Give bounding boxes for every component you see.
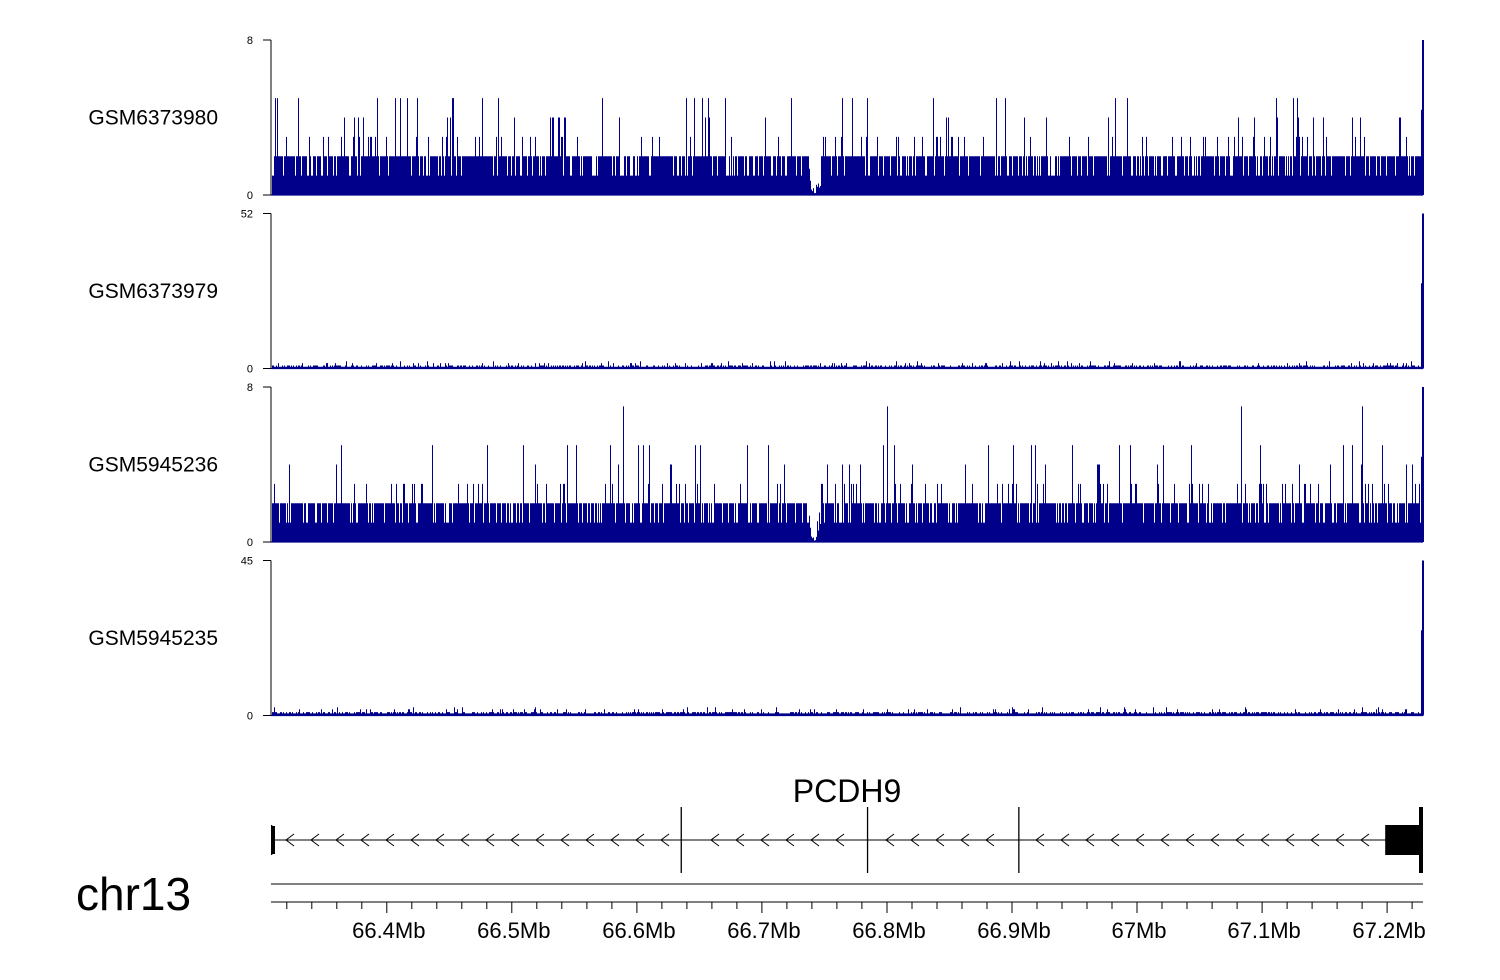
gene-exon: [680, 807, 682, 873]
y-axis-min-label: 0: [247, 711, 253, 723]
genomic-coordinate-axis: 66.4Mb 66.5Mb 66.6Mb 66.7Mb 66.8Mb 66.9Mb 67Mb…: [271, 883, 1426, 943]
track-GSM6373980: GSM6373980 8 0: [88, 35, 1424, 202]
track-GSM6373979: GSM6373979 52 0: [88, 209, 1424, 376]
y-axis-max-label: 45: [241, 556, 253, 568]
track-label: GSM6373979: [88, 280, 218, 303]
signal-coverage-bars: [272, 213, 1424, 369]
x-axis-tick-label: 66.8Mb: [852, 918, 925, 943]
x-axis-tick-label: 67Mb: [1111, 918, 1166, 943]
gene-exon: [1385, 825, 1421, 855]
track-label: GSM5945235: [88, 627, 218, 650]
x-axis-tick-label: 66.9Mb: [977, 918, 1050, 943]
signal-coverage-bars: [272, 560, 1424, 716]
x-axis-tick-label: 66.5Mb: [477, 918, 550, 943]
x-axis-tick-label: 67.1Mb: [1227, 918, 1300, 943]
gene-name-label: PCDH9: [793, 773, 901, 809]
y-axis-min-label: 0: [247, 190, 253, 202]
y-axis-max-label: 52: [241, 209, 253, 221]
strand-direction-arrows: [285, 833, 1370, 847]
y-axis-max-label: 8: [247, 382, 253, 394]
y-axis-min-label: 0: [247, 537, 253, 549]
x-axis-tick-label: 66.7Mb: [727, 918, 800, 943]
gene-exon: [866, 807, 869, 873]
gene-annotation-track: PCDH9: [271, 773, 1423, 873]
chromosome-label: chr13: [76, 868, 191, 920]
signal-coverage-bars: [272, 387, 1424, 542]
y-axis-max-label: 8: [247, 35, 253, 47]
signal-tracks: GSM637398080GSM6373979520GSM594523680GSM…: [88, 35, 1424, 723]
track-label: GSM5945236: [88, 454, 218, 477]
track-GSM5945235: GSM5945235 45 0: [88, 556, 1424, 723]
gene-exon: [1419, 807, 1423, 873]
signal-coverage-bars: [272, 40, 1424, 195]
y-axis-min-label: 0: [247, 364, 253, 376]
track-GSM5945236: GSM5945236 8 0: [88, 382, 1424, 549]
x-axis-tick-label: 66.4Mb: [352, 918, 425, 943]
x-axis-tick-label: 66.6Mb: [602, 918, 675, 943]
track-label: GSM6373980: [88, 107, 218, 130]
gene-exon: [271, 826, 275, 854]
x-axis-tick-label: 67.2Mb: [1352, 918, 1425, 943]
gene-exon: [1018, 807, 1020, 873]
